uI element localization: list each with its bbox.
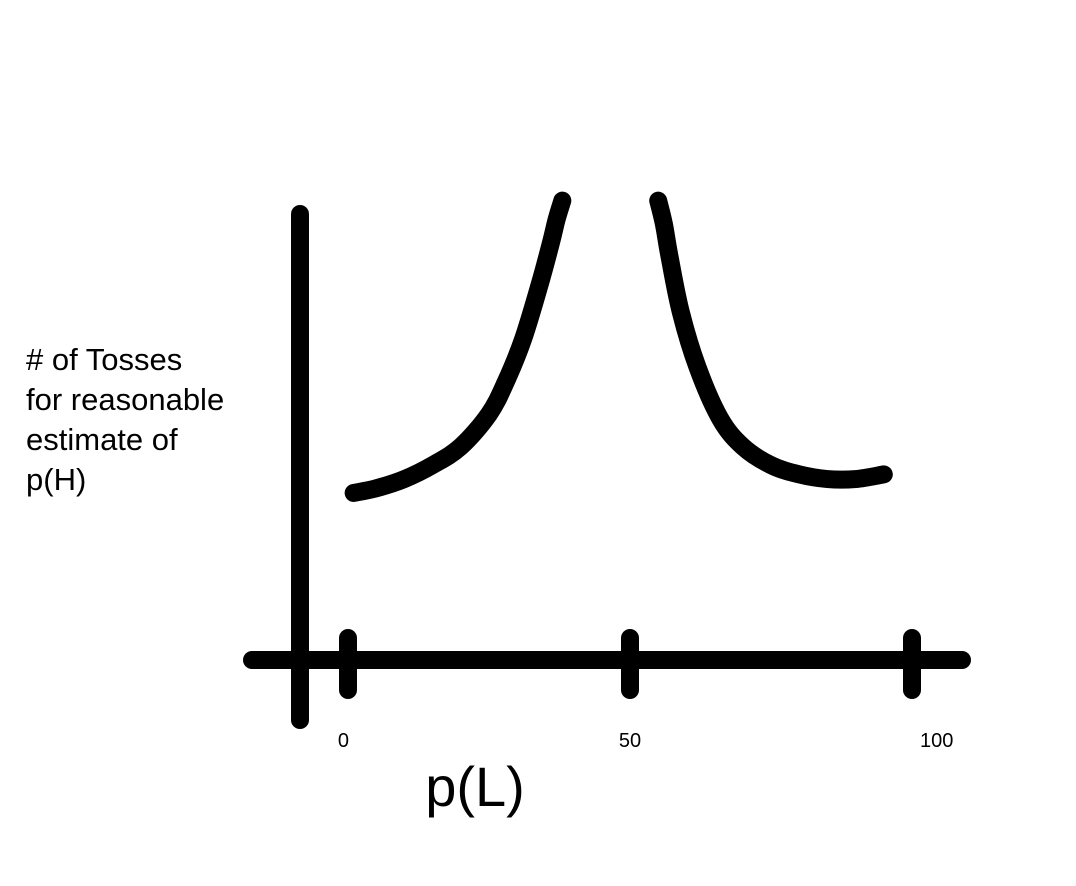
series-line-left xyxy=(344,191,572,502)
x-tick-label: 0 xyxy=(338,730,349,752)
x-axis-label: p(L) xyxy=(425,755,525,818)
x-tick-label: 50 xyxy=(619,730,641,752)
y-axis-label-line-3: estimate of xyxy=(26,422,178,457)
x-tick-label: 100 xyxy=(920,730,953,752)
y-axis-label-line-1: # of Tosses xyxy=(26,342,183,377)
y-axis-label-line-2: for reasonable xyxy=(26,382,225,417)
y-axis-label-line-4: p(H) xyxy=(26,462,87,497)
y-axis-label: # of Tosses for reasonable estimate of p… xyxy=(26,340,276,500)
series-line-right xyxy=(649,191,893,489)
